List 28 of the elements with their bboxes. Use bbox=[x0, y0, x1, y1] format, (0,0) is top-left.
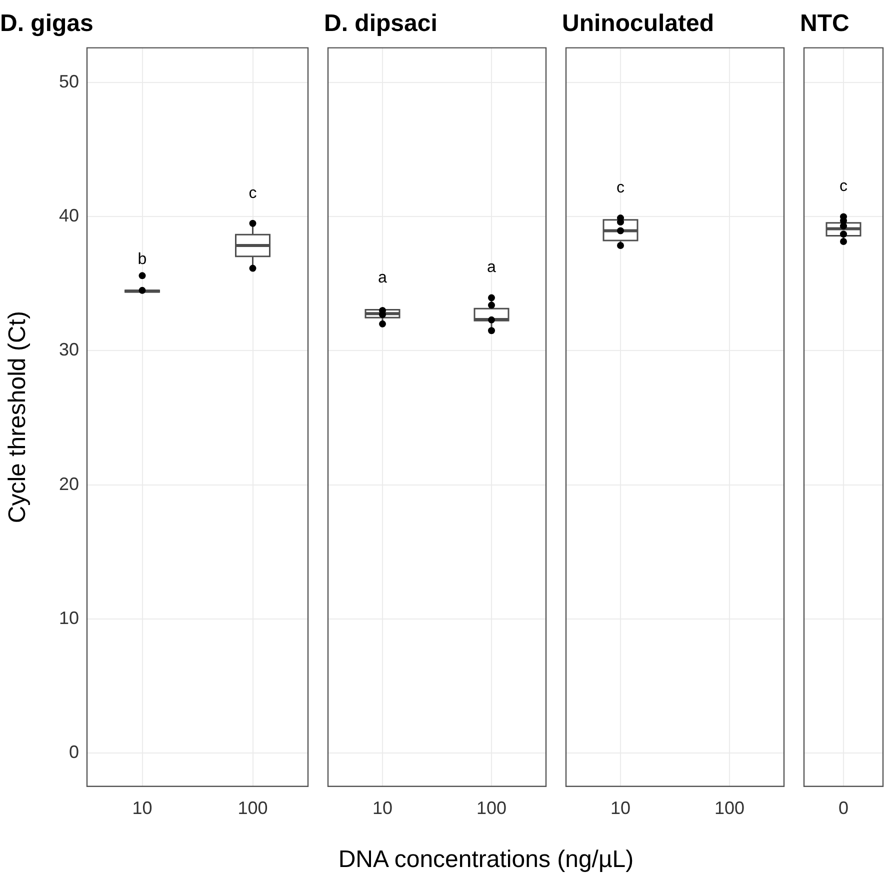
chart-title: D. dipsaci bbox=[324, 10, 438, 38]
chart-title: NTC bbox=[800, 10, 850, 38]
annotation: a bbox=[378, 269, 388, 286]
y-tick-label: 20 bbox=[58, 474, 79, 494]
x-axis-title: DNA concentrations (ng/µL) bbox=[337, 846, 635, 874]
y-tick-label: 40 bbox=[58, 206, 79, 226]
point bbox=[840, 230, 847, 238]
x-tick-label: 100 bbox=[476, 798, 507, 818]
annotation: a bbox=[487, 259, 496, 276]
y-tick-label: 0 bbox=[68, 742, 79, 762]
chart-title: D. gigas bbox=[0, 10, 94, 38]
annotation: b bbox=[138, 251, 147, 268]
annotation: c bbox=[248, 184, 257, 202]
y-axis-title: Cycle threshold (Ct) bbox=[4, 311, 32, 524]
annotation: c bbox=[840, 178, 848, 196]
y-tick-label: 30 bbox=[58, 340, 79, 360]
x-tick-label: 0 bbox=[838, 798, 849, 818]
point bbox=[840, 222, 847, 230]
point bbox=[840, 238, 847, 245]
annotation: c bbox=[616, 179, 624, 196]
x-tick-label: 10 bbox=[610, 798, 631, 818]
chart-title: Uninoculated bbox=[562, 10, 714, 38]
x-tick-label: 10 bbox=[372, 798, 393, 818]
x-tick-label: 100 bbox=[238, 798, 268, 818]
x-tick-label: 10 bbox=[132, 798, 152, 818]
x-tick-label: 100 bbox=[714, 798, 745, 818]
y-tick-label: 10 bbox=[58, 608, 79, 628]
y-tick-label: 50 bbox=[58, 72, 79, 92]
